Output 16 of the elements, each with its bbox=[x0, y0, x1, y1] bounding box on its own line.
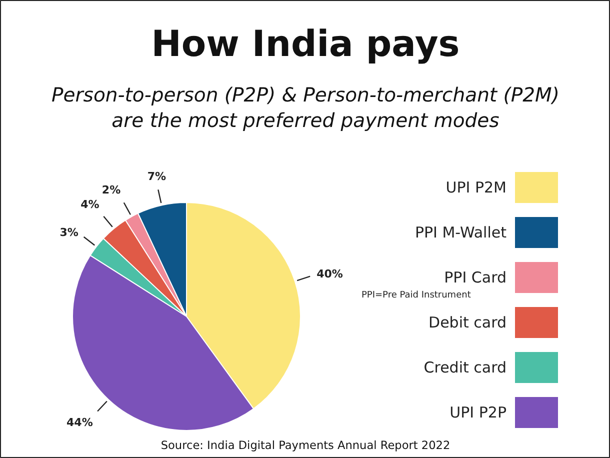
legend-label: UPI P2M bbox=[446, 178, 507, 196]
legend-label: Credit card bbox=[424, 358, 507, 376]
chart-title: How India pays bbox=[151, 24, 460, 65]
data-label: 3% bbox=[60, 226, 78, 240]
legend-label: PPI M-Wallet bbox=[414, 224, 507, 242]
legend-label: Debit card bbox=[428, 314, 507, 332]
data-label: 2% bbox=[102, 184, 121, 197]
text: PPI=Pre Paid Instrument bbox=[362, 290, 472, 300]
data-label: 40% bbox=[316, 268, 343, 281]
data-label: 44% bbox=[66, 416, 93, 430]
data-label: 7% bbox=[147, 170, 166, 183]
legend-label: UPI P2P bbox=[450, 404, 507, 422]
source-note: Source: India Digital Payments Annual Report 2022 bbox=[160, 439, 450, 452]
chart-subtitle: Person-to-person (P2P) & Person-to-merchant (P2M) are the most preferred payment modes bbox=[52, 84, 560, 132]
data-label: 4% bbox=[80, 198, 100, 212]
legend-label: PPI Card bbox=[444, 268, 506, 286]
